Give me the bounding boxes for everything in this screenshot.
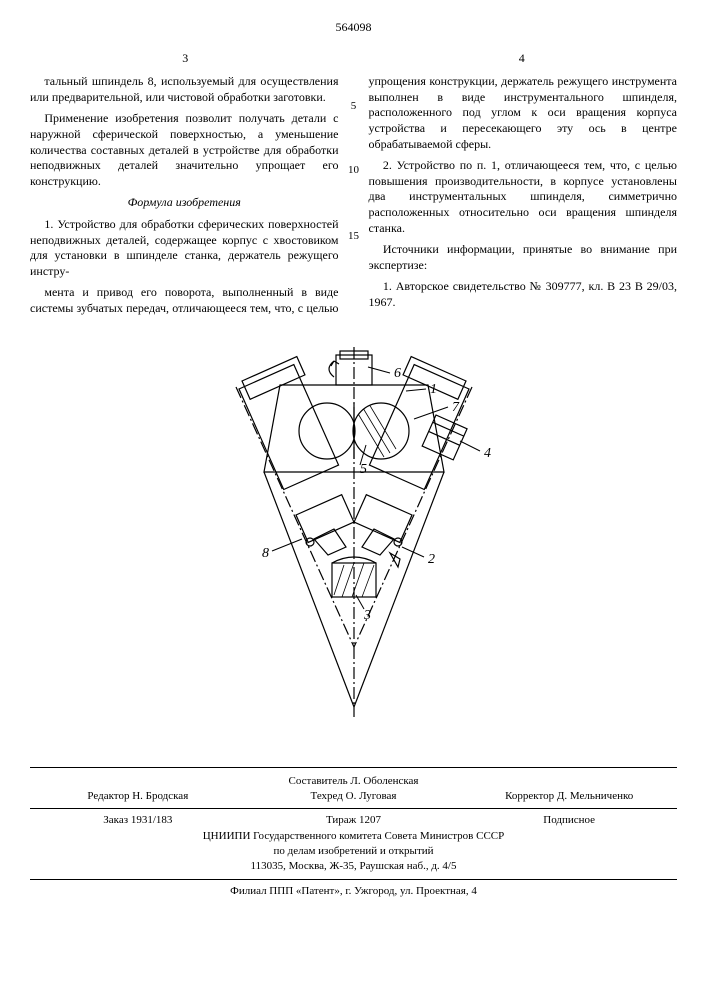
footer-compiler: Составитель Л. Оболенская [30,774,677,789]
line-marker: 15 [348,229,359,243]
formula-heading: Формула изобретения [30,195,339,211]
col-num-left: 3 [30,51,341,67]
paragraph: Источники информации, принятые во вниман… [369,242,678,273]
footer-addr: 113035, Москва, Ж-35, Раушская наб., д. … [30,859,677,874]
footer-org2: по делам изобретений и открытий [30,844,677,859]
fig-label-7: 7 [452,400,460,415]
footer-corrector: Корректор Д. Мельниченко [461,789,677,804]
paragraph: Применение изобретения позволит получать… [30,111,339,189]
fig-label-3: 3 [363,608,371,623]
fig-label-1: 1 [430,382,437,397]
column-numbers: 3 4 [30,51,677,67]
patent-figure: 6 1 7 4 5 2 3 8 [30,347,677,727]
fig-label-5: 5 [360,462,367,477]
line-marker: 10 [348,163,359,177]
footer-techred: Техред О. Луговая [246,789,462,804]
footer-sub: Подписное [461,813,677,828]
footer-order: Заказ 1931/183 [30,813,246,828]
fig-label-6: 6 [394,366,401,381]
col-num-right: 4 [366,51,677,67]
paragraph: 2. Устройство по п. 1, отличающееся тем,… [369,158,678,236]
figure-svg: 6 1 7 4 5 2 3 8 [184,347,524,727]
paragraph: 1. Авторское свидетельство № 309777, кл.… [369,279,678,310]
footer-org1: ЦНИИПИ Государственного комитета Совета … [30,829,677,844]
fig-label-4: 4 [484,446,491,461]
columns-wrapper: 3 4 тальный шпиндель 8, используемый для… [30,51,677,317]
paragraph: тальный шпиндель 8, используемый для осу… [30,74,339,105]
line-marker: 5 [351,99,357,113]
footer-editor: Редактор Н. Бродская [30,789,246,804]
footer-branch: Филиал ППП «Патент», г. Ужгород, ул. Про… [30,884,677,899]
patent-number: 564098 [30,20,677,36]
fig-label-2: 2 [428,552,435,567]
paragraph: 1. Устройство для обработки сферических … [30,217,339,279]
footer: Составитель Л. Оболенская Редактор Н. Бр… [30,767,677,900]
fig-label-8: 8 [262,546,269,561]
footer-tirazh: Тираж 1207 [246,813,462,828]
